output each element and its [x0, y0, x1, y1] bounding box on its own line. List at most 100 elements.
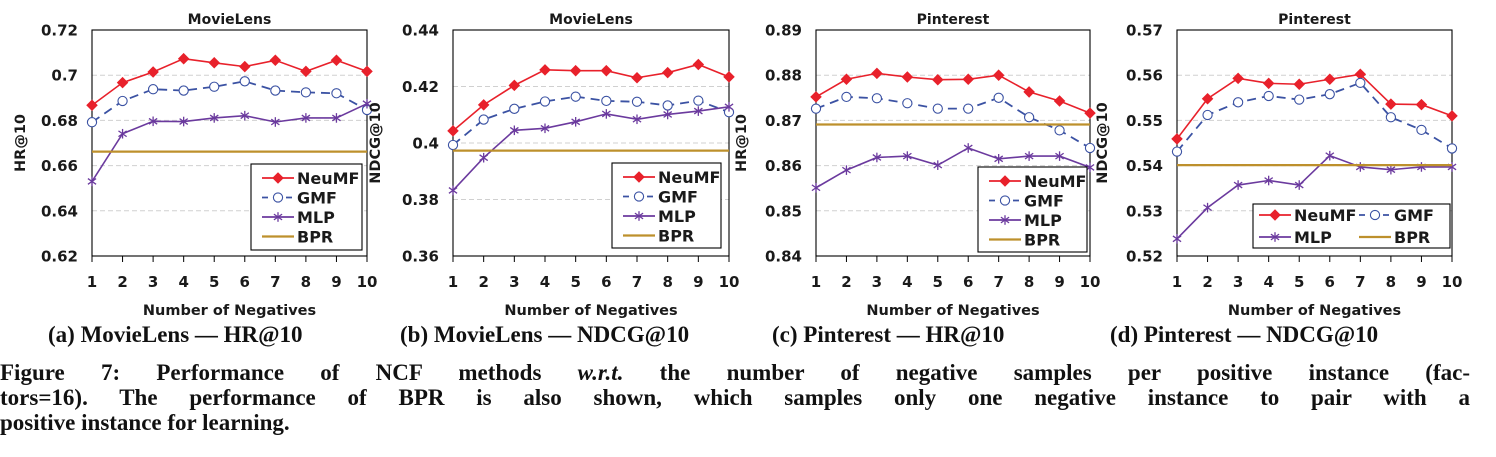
data-point-gmf	[1416, 124, 1427, 136]
data-point-neumf	[1262, 77, 1275, 90]
legend-entry-gmf: GMF	[623, 188, 698, 207]
legend-entry-mlp: MLP	[989, 211, 1062, 230]
data-point-neumf	[992, 69, 1005, 81]
data-point-gmf	[963, 103, 974, 114]
asterisk-stroke	[1203, 204, 1213, 212]
x-tick-label: 5	[1294, 273, 1304, 291]
x-tick-label: 4	[178, 273, 188, 291]
caption-line-2: tors=16). The performance of BPR is also…	[0, 385, 1470, 410]
x-tick-label: 4	[1263, 273, 1273, 291]
y-tick-label: 0.54	[1126, 157, 1163, 175]
series-line-mlp	[815, 147, 1091, 189]
x-tick-label: 10	[1442, 273, 1463, 291]
y-axis-label: HR@10	[734, 114, 750, 172]
data-point-mlp	[448, 185, 458, 196]
data-point-gmf	[447, 139, 459, 151]
asterisk-stroke	[118, 130, 128, 138]
data-point-neumf	[631, 71, 643, 84]
legend-marker-neumf	[272, 172, 284, 184]
data-point-mlp	[148, 116, 158, 127]
y-tick-label: 0.86	[765, 157, 802, 175]
data-point-mlp	[270, 117, 280, 127]
data-point-mlp	[571, 117, 581, 127]
y-tick-label: 0.85	[765, 202, 802, 220]
asterisk-stroke	[1024, 152, 1034, 160]
series-line-neumf	[815, 72, 1091, 114]
x-tick-label: 7	[270, 273, 280, 291]
legend-label-gmf: GMF	[658, 188, 698, 207]
y-tick-label: 0.64	[41, 202, 78, 220]
data-point-gmf	[810, 103, 822, 114]
subcaption-row: (a) MovieLens — HR@10 (b) MovieLens — ND…	[0, 322, 1496, 358]
data-point-gmf	[509, 103, 520, 114]
data-point-gmf	[539, 96, 551, 107]
data-point-gmf	[1385, 112, 1397, 123]
legend-marker-neumf	[999, 175, 1011, 187]
plot-frame	[91, 29, 368, 257]
data-point-mlp	[1386, 164, 1396, 175]
legend-entry-neumf: NeuMF	[262, 169, 359, 188]
asterisk-stroke	[1172, 235, 1182, 243]
y-tick-label: 0.57	[1126, 22, 1163, 40]
asterisk-stroke	[362, 100, 372, 108]
x-tick-label: 7	[993, 273, 1003, 291]
x-tick-label: 9	[1416, 273, 1426, 291]
figure-caption: Figure 7: Performance of NCF methods w.r…	[0, 360, 1470, 435]
data-point-neumf	[1084, 107, 1096, 119]
data-point-gmf	[1054, 125, 1065, 136]
series-neumf	[810, 67, 1096, 119]
y-tick-label: 0.52	[1126, 248, 1163, 266]
data-point-mlp	[331, 113, 341, 123]
asterisk-stroke	[632, 115, 642, 123]
data-point-neumf	[932, 73, 944, 86]
data-point-neumf	[86, 99, 98, 112]
legend-entry-bpr: BPR	[989, 231, 1060, 250]
data-point-gmf	[932, 103, 943, 114]
data-point-neumf	[330, 54, 343, 67]
asterisk-stroke	[448, 187, 458, 194]
y-tick-label: 0.88	[765, 67, 802, 85]
asterisk-stroke	[724, 103, 734, 111]
data-point-mlp	[509, 125, 519, 136]
data-point-neumf	[1232, 72, 1244, 85]
legend-marker-mlp	[273, 212, 283, 222]
series-line-gmf	[91, 80, 368, 123]
data-point-neumf	[539, 64, 551, 76]
data-point-neumf	[962, 73, 974, 86]
data-point-gmf	[331, 88, 342, 99]
asterisk-stroke	[1386, 166, 1396, 174]
legend-marker-gmf	[633, 191, 645, 202]
legend-marker-neumf	[633, 171, 645, 183]
x-axis-label: Number of Negatives	[866, 303, 1039, 319]
data-point-gmf	[147, 84, 159, 95]
asterisk-stroke	[240, 112, 250, 120]
legend-label-neumf: NeuMF	[1024, 172, 1086, 191]
x-tick-label: 5	[570, 273, 580, 291]
legend-entry-neumf: NeuMF	[1259, 206, 1356, 225]
legend-marker-gmf	[999, 195, 1011, 206]
data-point-gmf	[1202, 109, 1213, 121]
data-point-neumf	[871, 67, 883, 80]
y-tick-label: 0.38	[402, 191, 439, 209]
y-axis-label: NDCG@10	[1095, 102, 1111, 183]
figure-7-charts: MovieLens 0.62 0.64 0.66 0.68 0.7 0.72 1 2 3 4 5 6 7 8…	[13, 12, 1463, 319]
asterisk-stroke	[902, 152, 912, 160]
x-tick-label: 6	[240, 273, 250, 291]
data-point-gmf	[1084, 142, 1096, 154]
legend-label-mlp: MLP	[1294, 228, 1332, 247]
data-point-mlp	[1325, 150, 1335, 161]
legend-marker-mlp	[634, 211, 644, 221]
series-line-gmf	[1176, 81, 1453, 153]
chart-title: MovieLens	[549, 12, 633, 28]
data-point-neumf	[661, 66, 674, 79]
legend-entry-neumf: NeuMF	[989, 172, 1086, 191]
x-tick-label: 3	[872, 273, 882, 291]
x-tick-label: 8	[1024, 273, 1034, 291]
data-point-neumf	[840, 73, 853, 86]
asterisk-stroke	[811, 184, 821, 192]
caption-label: Figure 7:	[0, 360, 121, 385]
legend-entry-gmf: GMF	[262, 189, 337, 208]
x-axis-label: Number of Negatives	[143, 303, 316, 319]
asterisk-stroke	[179, 118, 189, 125]
